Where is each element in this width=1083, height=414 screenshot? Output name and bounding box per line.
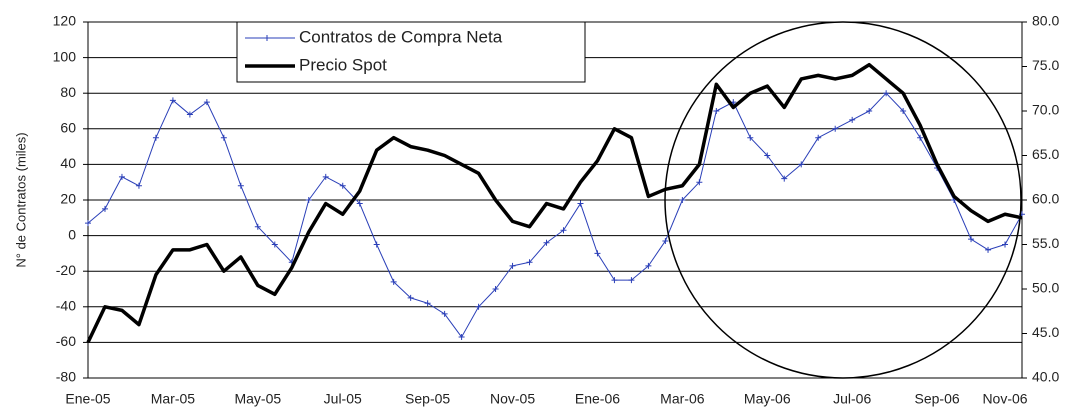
point-marker [458,334,465,341]
point-marker [866,108,873,114]
y-tick-label: 0 [68,226,76,242]
x-tick-label: May-05 [234,391,281,407]
point-marker [696,179,703,186]
point-marker [662,237,669,244]
point-marker [526,259,533,266]
y-tick-label: -80 [56,369,76,385]
point-marker [118,173,125,180]
y-tick-label: 120 [53,13,77,29]
point-marker [764,152,771,159]
x-tick-label: Sep-06 [915,391,960,407]
y-tick-label: 80 [60,84,76,100]
point-marker [628,277,635,284]
point-marker [883,90,890,97]
y2-tick-label: 60.0 [1032,191,1059,207]
point-marker [577,200,584,207]
highlight-circle [664,21,1022,379]
y-tick-label: 100 [53,48,77,64]
point-marker [169,97,176,104]
y-tick-label: 40 [60,155,76,171]
point-marker [611,277,618,284]
y2-tick-label: 45.0 [1032,324,1059,340]
y2-tick-label: 50.0 [1032,280,1059,296]
point-marker [900,108,907,114]
point-marker [373,241,380,248]
y-tick-label: 20 [60,191,76,207]
x-tick-label: Ene-05 [65,391,110,407]
y-tick-label: -60 [56,333,76,349]
point-marker [917,134,924,141]
point-marker [747,134,754,141]
point-marker [713,108,720,114]
point-marker [356,200,363,207]
point-marker [271,241,278,248]
point-marker [254,223,261,230]
point-marker [781,175,788,182]
x-tick-label: Jul-05 [324,391,362,407]
point-marker [815,134,822,141]
series-line [87,92,1023,338]
x-tick-label: Ene-06 [575,391,620,407]
point-marker [322,173,329,180]
point-marker [203,99,210,106]
point-marker [492,286,499,292]
y2-tick-label: 65.0 [1032,146,1059,162]
y-tick-label: 60 [60,120,76,136]
point-marker [101,205,108,212]
point-marker [832,125,839,132]
x-tick-label: Sep-05 [405,391,450,407]
point-marker [441,310,448,317]
point-marker [220,134,227,141]
legend-label: Precio Spot [299,55,387,74]
point-marker [424,300,431,307]
point-marker [339,182,346,189]
point-marker [475,303,482,310]
point-marker [85,220,91,227]
point-marker [543,239,550,246]
y2-tick-label: 40.0 [1032,369,1059,385]
point-marker [237,182,244,189]
point-marker [594,250,601,257]
x-tick-label: Mar-06 [660,391,705,407]
point-marker [1002,241,1009,248]
x-tick-label: Nov-05 [490,391,535,407]
legend-box [236,21,586,83]
y-axis-label: N° de Contratos (miles) [13,132,28,267]
y2-tick-label: 70.0 [1032,102,1059,118]
y2-tick-label: 80.0 [1032,13,1059,29]
point-marker [390,278,397,285]
point-marker [186,111,193,118]
series-line [86,62,1023,344]
point-marker [849,116,856,123]
y-tick-label: -40 [56,298,76,314]
point-marker [407,294,414,301]
y-tick-label: -20 [56,262,76,278]
x-tick-label: Mar-05 [151,391,196,407]
x-tick-label: Jul-06 [833,391,871,407]
point-marker [679,197,686,203]
x-tick-label: May-06 [744,391,791,407]
y2-tick-label: 55.0 [1032,235,1059,251]
point-marker [985,246,992,253]
x-tick-label: Nov-06 [982,391,1027,407]
point-marker [560,227,567,234]
point-marker [135,182,142,189]
point-marker [798,161,805,168]
point-marker [305,197,312,203]
point-marker [509,262,516,269]
point-marker [152,134,159,141]
legend-label: Contratos de Compra Neta [299,27,503,46]
point-marker [968,236,975,243]
point-marker [645,262,652,269]
y2-tick-label: 75.0 [1032,57,1059,73]
